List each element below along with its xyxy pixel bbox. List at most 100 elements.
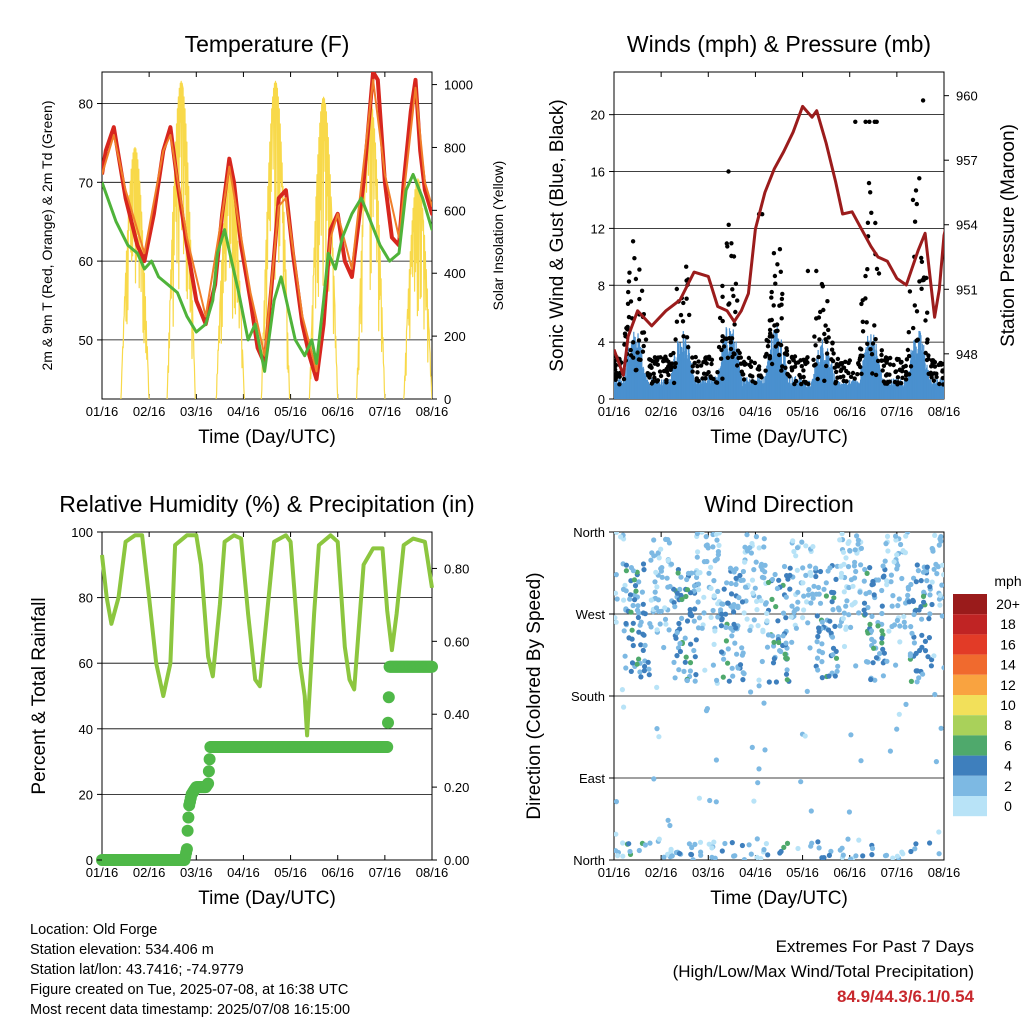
gust-point xyxy=(720,294,725,299)
gust-point xyxy=(787,359,792,365)
gust-point xyxy=(934,374,939,380)
direction-point xyxy=(665,557,672,564)
gust-point xyxy=(779,316,784,321)
humidity-plot-area xyxy=(96,533,438,866)
x-tick-label: 05/16 xyxy=(274,865,307,880)
direction-point xyxy=(789,639,795,645)
direction-plot-area xyxy=(614,532,944,860)
direction-point xyxy=(782,651,788,657)
direction-point xyxy=(719,649,725,655)
direction-point xyxy=(651,537,657,543)
direction-point xyxy=(701,559,708,565)
winds-plot-area xyxy=(614,98,944,399)
direction-point xyxy=(810,544,816,550)
direction-point xyxy=(879,635,885,641)
direction-point xyxy=(894,617,901,624)
gust-point xyxy=(860,353,865,359)
gust-point xyxy=(823,323,828,328)
gust-point xyxy=(831,351,836,356)
gust-point xyxy=(733,309,738,315)
direction-point xyxy=(840,852,846,858)
direction-point xyxy=(718,607,724,613)
direction-point xyxy=(907,653,914,659)
direction-point xyxy=(630,642,636,649)
direction-point xyxy=(694,532,700,537)
direction-point xyxy=(641,567,647,573)
direction-point xyxy=(806,587,812,593)
x-tick-label: 06/16 xyxy=(321,865,354,880)
x-tick-label: 01/16 xyxy=(86,865,119,880)
y2-tick-label: 400 xyxy=(444,266,466,281)
direction-point xyxy=(632,583,639,589)
direction-point xyxy=(614,619,619,625)
direction-point xyxy=(711,578,717,584)
gust-point xyxy=(780,364,785,369)
direction-point xyxy=(784,667,790,673)
direction-point xyxy=(868,628,875,634)
direction-point xyxy=(841,589,847,595)
x-tick-label: 05/16 xyxy=(786,404,819,419)
direction-point xyxy=(765,632,772,638)
direction-point xyxy=(819,650,826,656)
direction-point xyxy=(832,673,838,679)
precip-point xyxy=(180,843,193,856)
gust-point xyxy=(801,368,806,373)
gust-point xyxy=(941,382,944,387)
gust-point xyxy=(826,327,831,333)
gust-point xyxy=(626,279,632,284)
y-tick-label: South xyxy=(571,689,605,704)
direction-point xyxy=(860,853,866,859)
direction-point xyxy=(694,574,700,581)
x-tick-label: 04/16 xyxy=(227,404,260,419)
gust-point xyxy=(633,276,639,282)
direction-point xyxy=(864,570,870,577)
y-tick-label: 80 xyxy=(79,591,93,606)
direction-point xyxy=(628,609,634,615)
direction-point xyxy=(749,540,755,547)
gust-point xyxy=(780,291,785,297)
direction-point xyxy=(614,615,618,621)
gust-point xyxy=(723,336,728,341)
gust-point xyxy=(720,318,725,324)
gust-point xyxy=(671,380,677,386)
direction-point xyxy=(875,623,881,629)
direction-point xyxy=(887,748,894,754)
gust-point xyxy=(866,180,872,186)
direction-point xyxy=(684,576,690,583)
direction-point xyxy=(781,563,788,570)
gust-point xyxy=(855,372,860,377)
direction-point xyxy=(668,846,674,852)
direction-point xyxy=(730,673,736,679)
direction-point xyxy=(862,566,868,573)
direction-point xyxy=(839,532,845,537)
direction-point xyxy=(805,620,811,626)
gust-point xyxy=(661,359,666,364)
direction-point xyxy=(891,622,898,628)
plot-frame xyxy=(101,71,433,400)
gust-point xyxy=(879,352,884,358)
direction-point xyxy=(708,585,714,592)
direction-point xyxy=(861,607,867,613)
direction-point xyxy=(906,599,912,605)
gust-point xyxy=(917,176,922,181)
gust-point xyxy=(884,381,890,386)
x-tick-label: 07/16 xyxy=(881,404,914,419)
gust-point xyxy=(848,374,854,379)
gust-point xyxy=(637,296,642,302)
gust-point xyxy=(932,364,938,369)
gust-point xyxy=(704,372,709,377)
direction-point xyxy=(905,586,912,592)
direction-point xyxy=(636,847,642,854)
direction-point xyxy=(698,849,704,855)
direction-point xyxy=(939,562,944,568)
gust-point xyxy=(801,357,806,362)
direction-point xyxy=(637,622,643,628)
direction-point xyxy=(852,547,858,553)
direction-point xyxy=(699,532,705,535)
gust-point xyxy=(680,319,686,324)
direction-point xyxy=(684,618,691,624)
direction-point xyxy=(656,608,662,615)
direction-point xyxy=(879,628,885,634)
direction-point xyxy=(676,850,683,857)
gust-point xyxy=(639,288,645,293)
